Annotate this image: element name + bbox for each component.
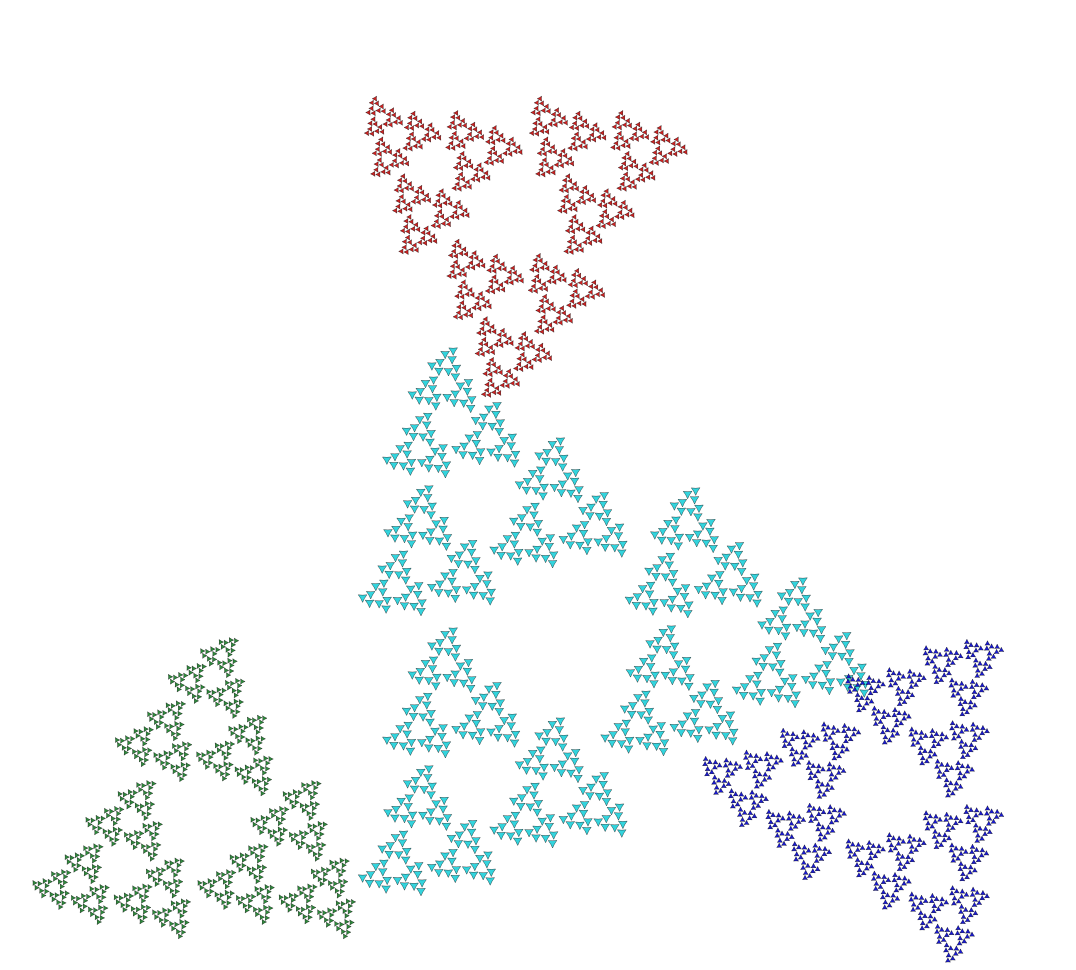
lower-right-triangle-shape	[702, 638, 1005, 963]
lower-right-triangle-fractal	[702, 638, 1005, 963]
top-triangle-fractal	[363, 95, 688, 398]
lower-left-triangle-shape	[32, 637, 357, 940]
lower-left-triangle-fractal	[32, 637, 357, 940]
center-spiral-shape	[357, 347, 871, 897]
center-spiral-fractal	[357, 347, 871, 897]
top-triangle-shape	[363, 95, 688, 398]
